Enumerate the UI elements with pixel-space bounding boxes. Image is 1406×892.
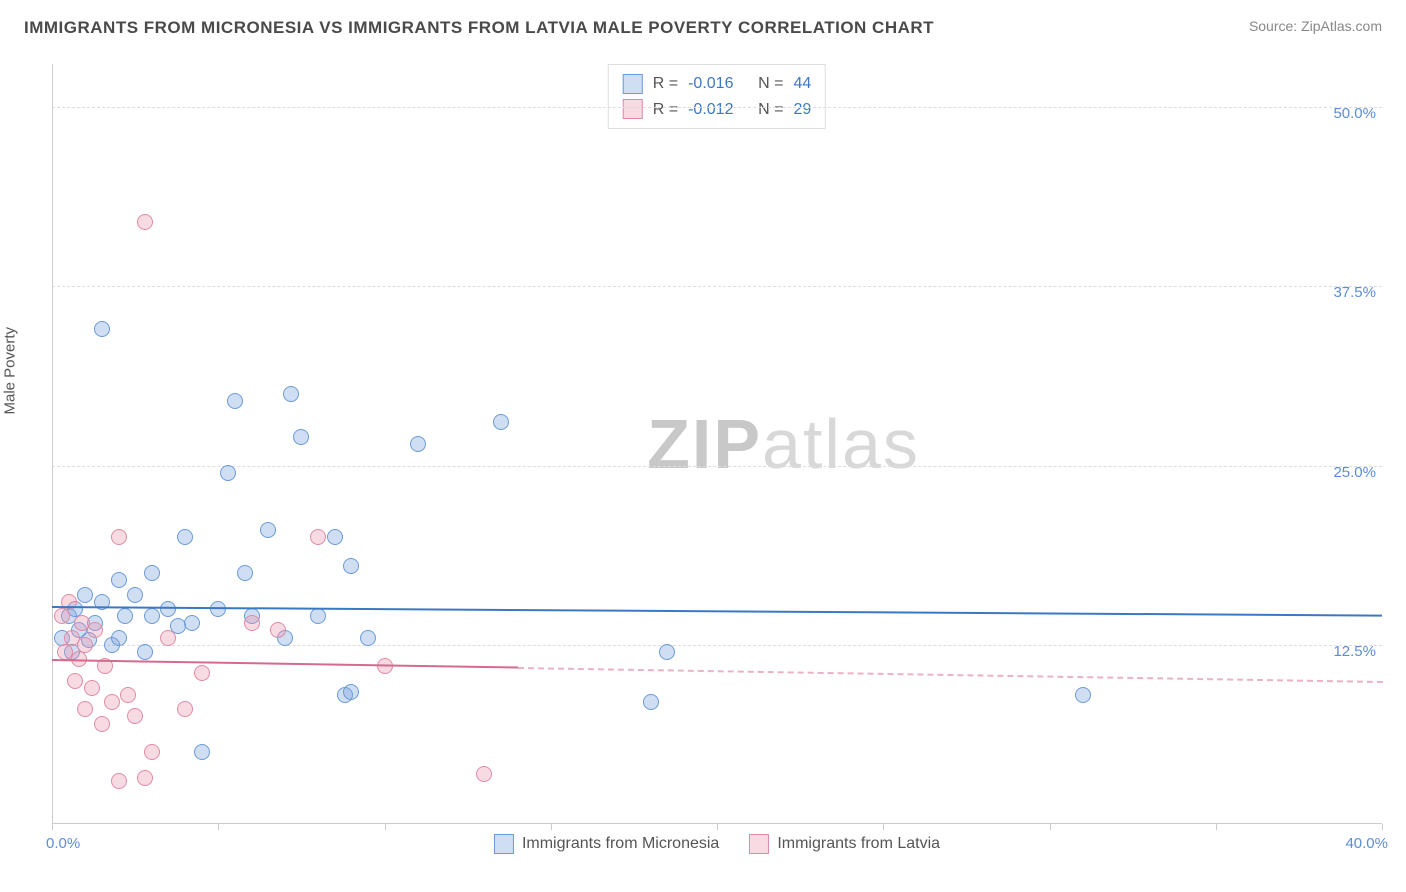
regression-line bbox=[517, 667, 1382, 683]
data-point bbox=[260, 522, 276, 538]
data-point bbox=[343, 558, 359, 574]
data-point bbox=[410, 436, 426, 452]
series-legend: Immigrants from Micronesia Immigrants fro… bbox=[494, 834, 940, 854]
data-point bbox=[177, 701, 193, 717]
data-point bbox=[643, 694, 659, 710]
correlation-legend: R = -0.016 N = 44 R = -0.012 N = 29 bbox=[608, 64, 826, 129]
data-point bbox=[144, 744, 160, 760]
data-point bbox=[184, 615, 200, 631]
grid-line bbox=[52, 645, 1382, 646]
legend-swatch bbox=[494, 834, 514, 854]
legend-n-value: 44 bbox=[793, 71, 811, 97]
x-tick-mark bbox=[1050, 824, 1051, 830]
data-point bbox=[327, 529, 343, 545]
regression-line bbox=[52, 659, 518, 669]
y-axis-label: Male Poverty bbox=[2, 327, 19, 415]
data-point bbox=[220, 465, 236, 481]
legend-r-label: R = bbox=[653, 71, 678, 97]
x-tick-mark bbox=[385, 824, 386, 830]
chart-title: IMMIGRANTS FROM MICRONESIA VS IMMIGRANTS… bbox=[24, 18, 934, 38]
y-tick-label: 25.0% bbox=[1333, 464, 1376, 481]
scatter-plot: ZIPatlas R =-0.016N =44R =-0.012N =29 Im… bbox=[52, 64, 1382, 824]
source-label: Source: ZipAtlas.com bbox=[1249, 18, 1382, 34]
data-point bbox=[87, 622, 103, 638]
data-point bbox=[270, 622, 286, 638]
legend-swatch bbox=[749, 834, 769, 854]
data-point bbox=[493, 414, 509, 430]
x-tick-mark bbox=[52, 824, 53, 830]
data-point bbox=[137, 770, 153, 786]
data-point bbox=[310, 608, 326, 624]
data-point bbox=[54, 608, 70, 624]
data-point bbox=[659, 644, 675, 660]
x-tick-mark bbox=[717, 824, 718, 830]
grid-line bbox=[52, 466, 1382, 467]
series-label: Immigrants from Latvia bbox=[777, 835, 940, 853]
data-point bbox=[227, 393, 243, 409]
data-point bbox=[77, 587, 93, 603]
data-point bbox=[177, 529, 193, 545]
legend-n-value: 29 bbox=[793, 97, 811, 123]
series-label: Immigrants from Micronesia bbox=[522, 835, 719, 853]
series-legend-item: Immigrants from Micronesia bbox=[494, 834, 719, 854]
data-point bbox=[111, 630, 127, 646]
x-tick-mark bbox=[1216, 824, 1217, 830]
data-point bbox=[94, 716, 110, 732]
data-point bbox=[84, 680, 100, 696]
x-tick-mark bbox=[1382, 824, 1383, 830]
legend-swatch bbox=[623, 99, 643, 119]
data-point bbox=[127, 708, 143, 724]
data-point bbox=[1075, 687, 1091, 703]
data-point bbox=[111, 773, 127, 789]
legend-swatch bbox=[623, 74, 643, 94]
x-tick-mark bbox=[551, 824, 552, 830]
data-point bbox=[343, 684, 359, 700]
legend-row: R = -0.016 N = 44 bbox=[623, 71, 811, 97]
data-point bbox=[237, 565, 253, 581]
data-point bbox=[104, 694, 120, 710]
legend-n-label: N = bbox=[758, 97, 783, 123]
data-point bbox=[293, 429, 309, 445]
data-point bbox=[144, 608, 160, 624]
data-point bbox=[120, 687, 136, 703]
series-legend-item: Immigrants from Latvia bbox=[749, 834, 940, 854]
data-point bbox=[283, 386, 299, 402]
x-tick-label: 40.0% bbox=[1345, 835, 1388, 852]
data-point bbox=[310, 529, 326, 545]
legend-n-label: N = bbox=[758, 71, 783, 97]
data-point bbox=[476, 766, 492, 782]
watermark: ZIPatlas bbox=[647, 404, 920, 484]
data-point bbox=[137, 214, 153, 230]
data-point bbox=[77, 637, 93, 653]
y-axis-line bbox=[52, 64, 53, 824]
data-point bbox=[194, 665, 210, 681]
x-tick-mark bbox=[883, 824, 884, 830]
data-point bbox=[117, 608, 133, 624]
data-point bbox=[127, 587, 143, 603]
data-point bbox=[160, 630, 176, 646]
data-point bbox=[67, 673, 83, 689]
data-point bbox=[137, 644, 153, 660]
data-point bbox=[94, 321, 110, 337]
x-tick-label: 0.0% bbox=[46, 835, 80, 852]
data-point bbox=[360, 630, 376, 646]
data-point bbox=[111, 572, 127, 588]
data-point bbox=[244, 615, 260, 631]
x-tick-mark bbox=[218, 824, 219, 830]
y-tick-label: 37.5% bbox=[1333, 284, 1376, 301]
grid-line bbox=[52, 107, 1382, 108]
legend-r-value: -0.012 bbox=[688, 97, 748, 123]
chart-header: IMMIGRANTS FROM MICRONESIA VS IMMIGRANTS… bbox=[0, 0, 1406, 38]
legend-r-label: R = bbox=[653, 97, 678, 123]
legend-row: R = -0.012 N = 29 bbox=[623, 97, 811, 123]
y-tick-label: 12.5% bbox=[1333, 643, 1376, 660]
legend-r-value: -0.016 bbox=[688, 71, 748, 97]
data-point bbox=[111, 529, 127, 545]
data-point bbox=[77, 701, 93, 717]
data-point bbox=[194, 744, 210, 760]
data-point bbox=[160, 601, 176, 617]
y-tick-label: 50.0% bbox=[1333, 105, 1376, 122]
data-point bbox=[144, 565, 160, 581]
grid-line bbox=[52, 286, 1382, 287]
